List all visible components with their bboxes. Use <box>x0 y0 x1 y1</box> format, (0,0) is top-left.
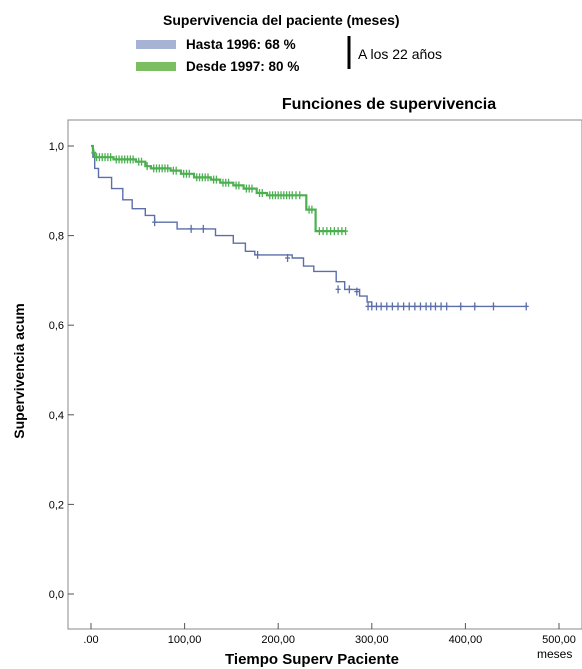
series-2-censor-mark <box>213 175 219 184</box>
x-tick-label: 500,00 <box>542 634 576 646</box>
series-2-censor-mark <box>91 148 97 157</box>
legend-label-series-1: Hasta 1996: 68 % <box>186 37 296 52</box>
series-1-censor-mark <box>444 302 450 311</box>
y-tick-label: 0,6 <box>49 320 64 332</box>
series-2-censor-mark <box>186 169 192 178</box>
y-axis-label: Supervivencia acum <box>11 303 27 438</box>
x-tick-label: 300,00 <box>355 634 389 646</box>
series-1-censor-mark <box>152 218 158 227</box>
series-2-censor-mark <box>130 155 136 164</box>
series-1-censor-mark <box>458 302 464 311</box>
survival-curves <box>91 144 529 311</box>
series-2-censor-mark <box>249 184 255 193</box>
series-1-censor-mark <box>412 302 418 311</box>
series-1-censor-mark <box>384 302 390 311</box>
series-1-censor-mark <box>354 287 360 296</box>
series-1-censor-mark <box>406 302 412 311</box>
y-tick-label: 0,2 <box>49 499 64 511</box>
y-tick-label: 0,8 <box>49 231 64 243</box>
series-1-censor-mark <box>335 285 341 294</box>
series-2-censor-mark <box>226 178 232 187</box>
series-2-censor-mark <box>139 157 145 166</box>
y-tick-label: 0,0 <box>49 589 64 601</box>
series-1-censor-mark <box>285 254 291 262</box>
series-1-censor-mark <box>389 302 395 311</box>
series-1-censor-mark <box>346 285 352 294</box>
series-1-censor-mark <box>369 302 375 311</box>
series-1-censor-mark <box>428 302 434 311</box>
legend-swatch-series-2 <box>136 62 176 71</box>
series-1-censor-mark <box>373 302 379 311</box>
series-2-line <box>91 144 346 233</box>
y-tick-label: 1,0 <box>49 141 64 153</box>
x-tick-label: 200,00 <box>261 634 295 646</box>
series-1-line <box>91 145 527 308</box>
series-1-censor-mark <box>490 302 496 311</box>
x-axis-unit-note: meses <box>537 647 572 661</box>
series-1-censor-mark <box>401 302 407 311</box>
x-axis-label: Tiempo Superv Paciente <box>225 651 399 668</box>
series-1-censor-mark <box>432 302 438 311</box>
series-1-censor-mark <box>200 224 206 233</box>
x-tick-label: 400,00 <box>449 634 483 646</box>
series-2-censor-mark <box>173 166 179 175</box>
chart-title: Funciones de supervivencia <box>282 96 496 113</box>
series-2-censor-mark <box>297 191 303 200</box>
series-1-censor-mark <box>417 302 423 311</box>
x-axis: .00 100,00 200,00 300,00 400,00 500,00 <box>83 623 576 646</box>
series-2-censor-mark <box>309 205 315 214</box>
series-1-censor-mark <box>255 250 261 259</box>
legend-header: Supervivencia del paciente (meses) <box>163 12 400 28</box>
series-1-censor-mark <box>472 302 478 311</box>
legend-label-series-2: Desde 1997: 80 % <box>186 59 299 74</box>
legend-swatch-series-1 <box>136 40 176 49</box>
series-1-censor-mark <box>423 302 429 311</box>
x-tick-label: .00 <box>83 634 98 646</box>
plot-area <box>67 119 582 630</box>
series-1-censor-mark <box>438 302 444 311</box>
series-2-censor-mark <box>165 164 171 173</box>
series-2-censor-mark <box>205 173 211 182</box>
series-1-censor-mark <box>523 302 529 311</box>
series-1-censor-mark <box>188 224 194 233</box>
y-axis: 0,0 0,2 0,4 0,6 0,8 1,0 <box>49 141 74 601</box>
series-2-censor-mark <box>343 227 349 236</box>
y-tick-label: 0,4 <box>49 410 64 422</box>
series-2-censor-mark <box>259 189 265 198</box>
x-tick-label: 100,00 <box>168 634 202 646</box>
series-1-censor-mark <box>395 302 401 311</box>
series-2-censor-mark <box>236 181 242 190</box>
legend-note: A los 22 años <box>358 46 442 62</box>
series-2-censor-mark <box>144 162 150 171</box>
series-2-censor-mark <box>108 153 114 162</box>
legend: Supervivencia del paciente (meses) Hasta… <box>136 12 442 74</box>
series-1-censor-mark <box>378 302 384 311</box>
